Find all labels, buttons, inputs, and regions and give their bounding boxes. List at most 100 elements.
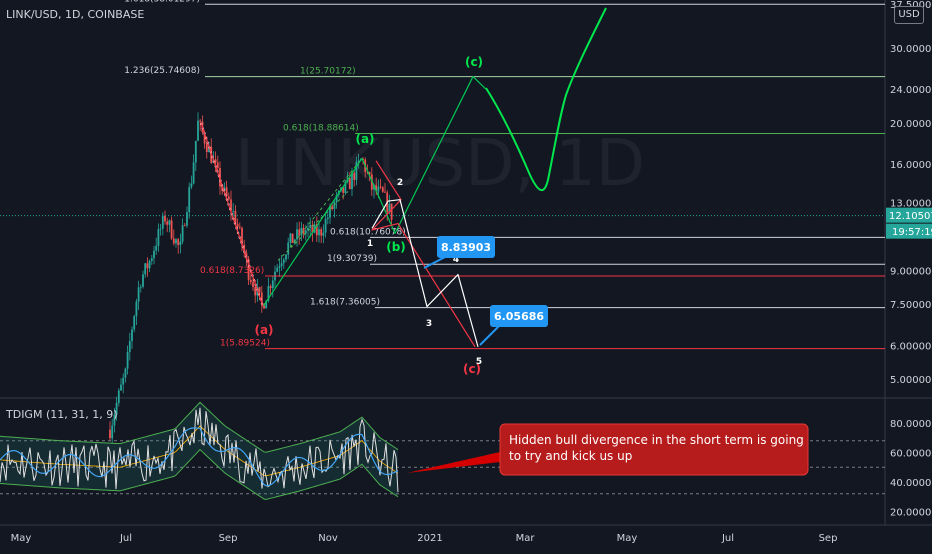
- candle-body: [216, 162, 219, 169]
- candle-body: [232, 210, 235, 212]
- candle-body: [329, 206, 331, 218]
- fib-levels[interactable]: 1.618(38.01297) 1.236(25.74608) 1(25.70172…: [0, 0, 885, 350]
- candle-body: [271, 280, 274, 289]
- candle-body: [183, 225, 186, 227]
- price-tick-label: 9.00000: [890, 266, 931, 277]
- candle-body: [265, 300, 268, 309]
- annotation-text: Hidden bull divergence in the short term…: [509, 433, 804, 447]
- candle-body: [230, 199, 232, 212]
- candle-body: [243, 244, 246, 253]
- candle-body: [199, 120, 202, 122]
- current-price-label: 12.10507: [889, 211, 932, 222]
- symbol-title[interactable]: LINK/USD, 1D, COINBASE: [6, 8, 145, 21]
- candle-body: [276, 267, 279, 272]
- annotation-box[interactable]: [499, 423, 809, 476]
- candle-body: [249, 279, 252, 283]
- candle-body: [186, 212, 188, 226]
- price-tick-label: 24.00000: [890, 85, 932, 96]
- candle-body: [355, 161, 358, 180]
- candle-body: [289, 233, 292, 243]
- red-wave-line[interactable]: [200, 122, 264, 307]
- candle-body: [326, 217, 329, 219]
- white-wave-path[interactable]: [371, 199, 479, 348]
- wave-label: 1: [367, 239, 373, 249]
- candle-body: [135, 301, 138, 317]
- candle-body: [177, 239, 180, 246]
- price-callout[interactable]: [490, 305, 548, 327]
- fib-label: 1.618(38.01297): [124, 0, 200, 4]
- indicator-tick-label: 80.00000: [890, 419, 932, 430]
- fib-label: 0.618(8.7326): [200, 266, 264, 276]
- candle-body: [254, 286, 257, 296]
- candle-body: [282, 259, 285, 264]
- time-axis-label: Jul: [119, 533, 132, 544]
- candle-body: [379, 186, 382, 188]
- candle-body: [122, 377, 125, 385]
- candle-body: [269, 286, 272, 289]
- candle-body: [300, 227, 303, 236]
- red-wave-path[interactable]: [371, 160, 476, 348]
- candle-body: [203, 132, 206, 144]
- candle-body: [388, 203, 391, 212]
- time-axis-label: May: [11, 533, 32, 544]
- candle-body: [126, 351, 129, 369]
- current-price-badge[interactable]: [886, 207, 932, 223]
- price-tick-label: 37.50000: [890, 0, 932, 11]
- green-channel-line[interactable]: [289, 158, 363, 248]
- candle-body: [348, 178, 351, 190]
- candle-body: [238, 226, 241, 228]
- candle-body: [375, 184, 378, 192]
- candle-body: [188, 187, 191, 213]
- currency-button[interactable]: USD: [894, 6, 924, 24]
- candle-body: [335, 194, 338, 203]
- candle-body: [302, 227, 305, 234]
- candle-body: [331, 206, 334, 209]
- candle-body: [166, 221, 169, 225]
- candle-body: [344, 181, 347, 193]
- time-axis[interactable]: May Jul Sep Nov 2021 Mar May Jul Sep: [11, 533, 838, 544]
- wave-drawings[interactable]: (c) (a) (b) (a) (c) 2 1 3 4 5 8.83903 6.05686: [200, 7, 607, 376]
- indicator-title[interactable]: TDIGM (11, 31, 1, 9): [6, 408, 118, 421]
- candle-body: [381, 187, 384, 192]
- candle-body: [197, 120, 199, 141]
- time-axis-label: 2021: [417, 533, 442, 544]
- candle-body: [247, 258, 250, 280]
- candle-body: [219, 168, 221, 187]
- callout-pointer: [479, 324, 501, 346]
- candle-body: [124, 368, 127, 378]
- rsi-price-line: [0, 407, 399, 493]
- green-channel-line[interactable]: [277, 191, 349, 261]
- candle-body: [377, 186, 380, 192]
- candle-body: [368, 172, 371, 175]
- time-axis-label: Jul: [721, 533, 734, 544]
- fib-label: 0.618(18.88614): [283, 123, 359, 133]
- price-callout-label: 8.83903: [441, 241, 491, 254]
- candle-body: [194, 140, 197, 163]
- price-callout[interactable]: [437, 236, 495, 258]
- time-axis-label: Sep: [819, 533, 838, 544]
- green-wave-path[interactable]: [262, 75, 487, 307]
- candle-body: [205, 143, 208, 153]
- candle-body: [208, 146, 210, 153]
- candle-body: [287, 242, 290, 255]
- candle-body: [342, 187, 345, 193]
- candle-body: [353, 172, 356, 180]
- candle-body: [296, 229, 298, 240]
- candle-body: [267, 286, 270, 301]
- candle-body: [307, 227, 309, 231]
- time-axis-label: Mar: [516, 533, 536, 544]
- price-tick-label: 30.00000: [890, 44, 932, 55]
- fib-label: 0.618(10.76078): [330, 227, 406, 237]
- fib-label: 1(5.89524): [220, 339, 270, 349]
- time-axis-label: May: [617, 533, 638, 544]
- candle-body: [168, 220, 171, 225]
- wave-label: (c): [465, 55, 483, 69]
- projection-curve[interactable]: [485, 7, 607, 191]
- price-scale[interactable]: 30.00000 24.00000 20.00000 16.00000 13.00000…: [886, 0, 932, 386]
- annotation-text: to try and kick us up: [509, 449, 632, 463]
- candle-body: [155, 245, 158, 251]
- wave-label: (c): [463, 362, 481, 376]
- candle-body: [280, 263, 283, 267]
